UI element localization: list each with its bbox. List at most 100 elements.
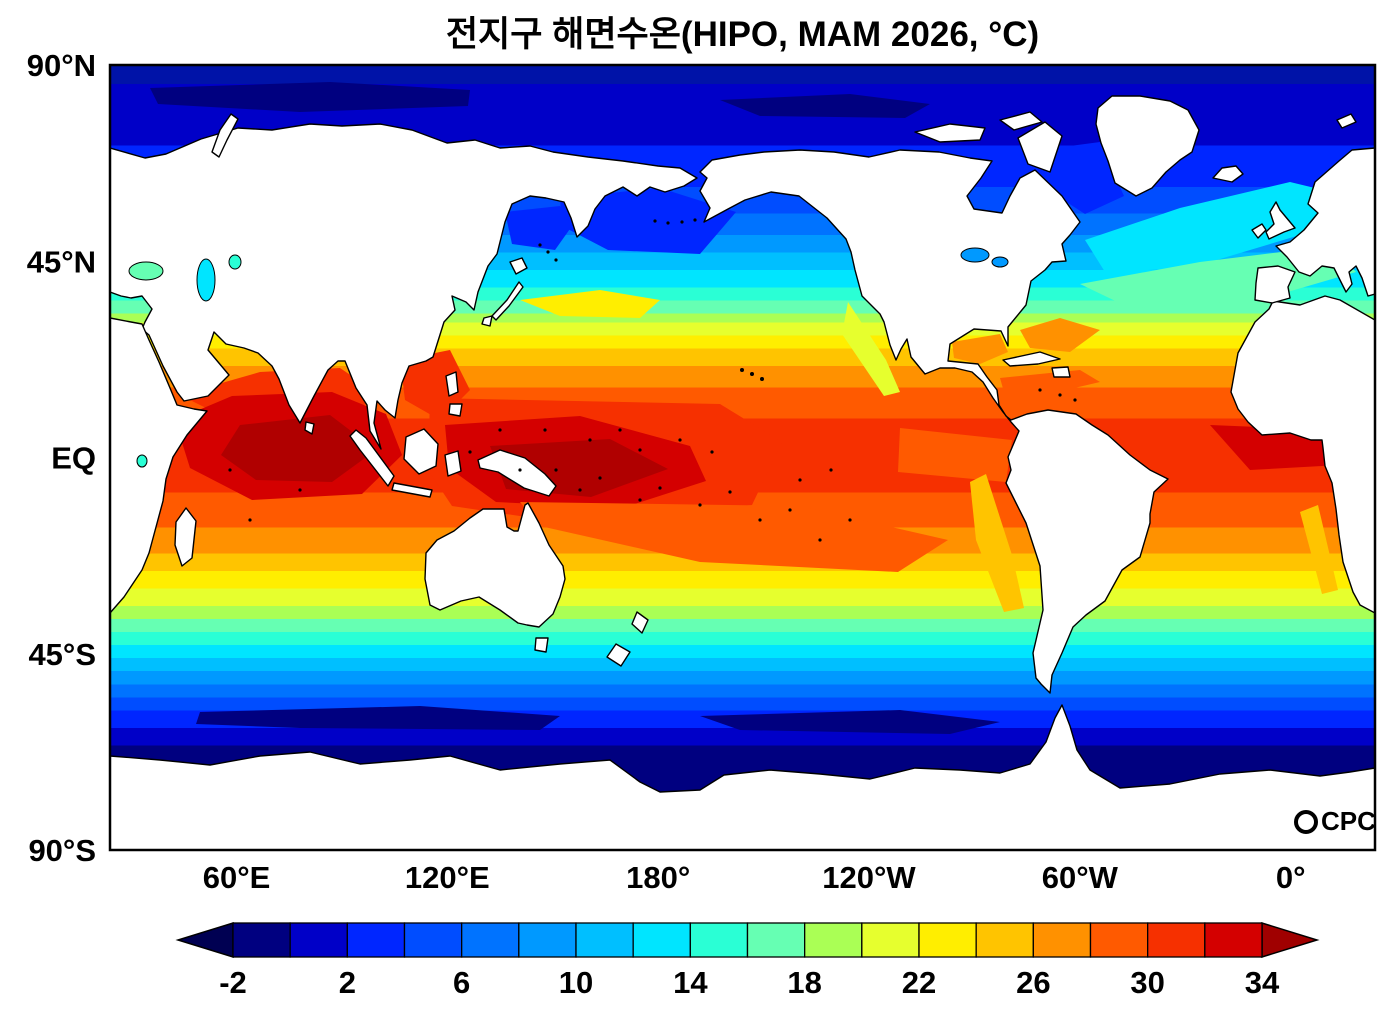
great-lakes-east xyxy=(991,256,1009,268)
land-madagascar xyxy=(174,507,197,567)
colorbar-cell xyxy=(403,922,463,958)
land-luzon xyxy=(445,371,459,397)
lat-tick-label: 90°N xyxy=(27,48,96,83)
sst-feature-overlays xyxy=(110,65,1375,734)
okhotsk-cold-patch xyxy=(505,206,572,250)
land-europe xyxy=(1275,147,1375,297)
land-iceland xyxy=(1212,165,1244,183)
gulf-of-mexico-warm-patch xyxy=(952,334,1008,364)
lake-victoria xyxy=(136,454,148,468)
colorbar-tick-label: 34 xyxy=(1245,965,1280,1000)
colorbar-cell xyxy=(289,922,348,958)
indian-warm-pool-core xyxy=(221,415,376,482)
aral-sea xyxy=(228,254,242,270)
land-australia xyxy=(424,502,566,628)
land-baffin-island xyxy=(1017,121,1063,173)
ocpc-logo-text: CPC xyxy=(1321,806,1376,836)
colorbar-cell xyxy=(804,922,863,958)
great-lakes-west xyxy=(960,247,990,263)
caribbean-warm-patch xyxy=(1000,370,1100,396)
map-frame xyxy=(108,63,1377,852)
land-arctic-island-a xyxy=(914,123,986,143)
land-japan-hokkaido xyxy=(509,257,528,275)
longitude-axis-labels: 60°E 120°E 180° 120°W 60°W 0° xyxy=(203,860,1306,895)
sst-band-10c xyxy=(110,658,1375,672)
colorbar-cell xyxy=(346,922,406,958)
arctic-top-dark-strip xyxy=(110,65,1375,84)
colorbar-cell xyxy=(975,922,1034,958)
land-novaya-zemlya xyxy=(211,113,239,158)
colorbar-cell xyxy=(232,922,291,958)
colorbar-tick-label: 14 xyxy=(673,965,708,1000)
land-sri-lanka xyxy=(304,421,315,435)
sst-band-6c xyxy=(110,684,1375,698)
island-specks xyxy=(228,218,1077,542)
colorbar-under-arrow xyxy=(175,921,234,959)
lon-tick-label: 120°W xyxy=(822,860,916,895)
lat-tick-label: EQ xyxy=(51,441,96,476)
colorbar-tick-label: 18 xyxy=(787,965,821,1000)
colorbar-cell xyxy=(1032,922,1092,958)
land-borneo xyxy=(403,428,439,475)
land-svalbard xyxy=(1336,113,1357,129)
colorbar-tick-label: 2 xyxy=(339,965,356,1000)
gulf-stream-warm-patch xyxy=(1020,318,1100,352)
map-canvas xyxy=(110,65,1375,850)
colorbar-cell xyxy=(746,922,806,958)
sst-band-8c xyxy=(110,671,1375,685)
inland-seas xyxy=(128,247,1009,468)
sst-band-22c xyxy=(110,570,1375,589)
land-ireland xyxy=(1251,223,1267,239)
land-masses xyxy=(110,95,1375,850)
arctic-dark-patch-west xyxy=(150,82,470,112)
sst-band-18c xyxy=(110,313,1375,323)
lon-tick-label: 60°W xyxy=(1042,860,1119,895)
california-cool-tongue xyxy=(842,302,900,396)
colorbar-over-arrow xyxy=(1261,921,1320,959)
colorbar-tick-label: 6 xyxy=(453,965,470,1000)
lat-tick-label: 45°S xyxy=(28,637,96,672)
colorbar-tick-label: 22 xyxy=(902,965,936,1000)
colorbar-tick-label: -2 xyxy=(219,965,247,1000)
land-americas xyxy=(699,149,1169,694)
lon-tick-label: 120°E xyxy=(405,860,490,895)
land-new-guinea xyxy=(477,449,557,497)
sst-band-18c xyxy=(110,605,1375,620)
land-greenland xyxy=(1095,95,1200,197)
colorbar-cell xyxy=(575,922,634,958)
lon-tick-label: 0° xyxy=(1276,860,1306,895)
sst-band-4c xyxy=(110,697,1375,712)
land-eurasia xyxy=(110,123,698,450)
colorbar-cell xyxy=(518,922,577,958)
land-mindanao xyxy=(448,403,463,417)
colorbar-cell xyxy=(861,922,920,958)
colorbar-cell xyxy=(1089,922,1149,958)
lon-tick-label: 180° xyxy=(626,860,690,895)
sst-band-14c xyxy=(110,631,1375,646)
south-pacific-warm-tongue xyxy=(520,502,948,572)
sst-band-20c xyxy=(110,588,1375,607)
arctic-dark-patch-east xyxy=(720,94,930,118)
land-java xyxy=(391,482,433,498)
land-sumatra xyxy=(349,429,395,487)
lat-tick-label: 45°N xyxy=(27,244,96,279)
land-arctic-island-b xyxy=(999,111,1043,131)
colorbar-cell xyxy=(918,922,977,958)
benguela-cool-tongue xyxy=(1300,505,1338,594)
colorbar: -2 2 6 10 14 18 22 26 30 34 xyxy=(175,921,1320,1000)
sst-band-16c xyxy=(110,618,1375,633)
colorbar-cell xyxy=(461,922,520,958)
colorbar-cell xyxy=(689,922,749,958)
colorbar-tick-label: 26 xyxy=(1016,965,1050,1000)
southern-ocean-dark-patch-east xyxy=(700,710,1000,734)
ocpc-logo-icon xyxy=(1294,809,1318,834)
colorbar-cell xyxy=(632,922,691,958)
latitude-axis-labels: 90°N 45°N EQ 45°S 90°S xyxy=(27,48,96,868)
lon-tick-label: 60°E xyxy=(203,860,271,895)
ocpc-logo: CPC xyxy=(1294,806,1376,837)
colorbar-cell xyxy=(1147,922,1206,958)
sst-band-12c xyxy=(110,645,1375,659)
north-atlantic-warm-cyan-tongue xyxy=(1085,182,1348,272)
